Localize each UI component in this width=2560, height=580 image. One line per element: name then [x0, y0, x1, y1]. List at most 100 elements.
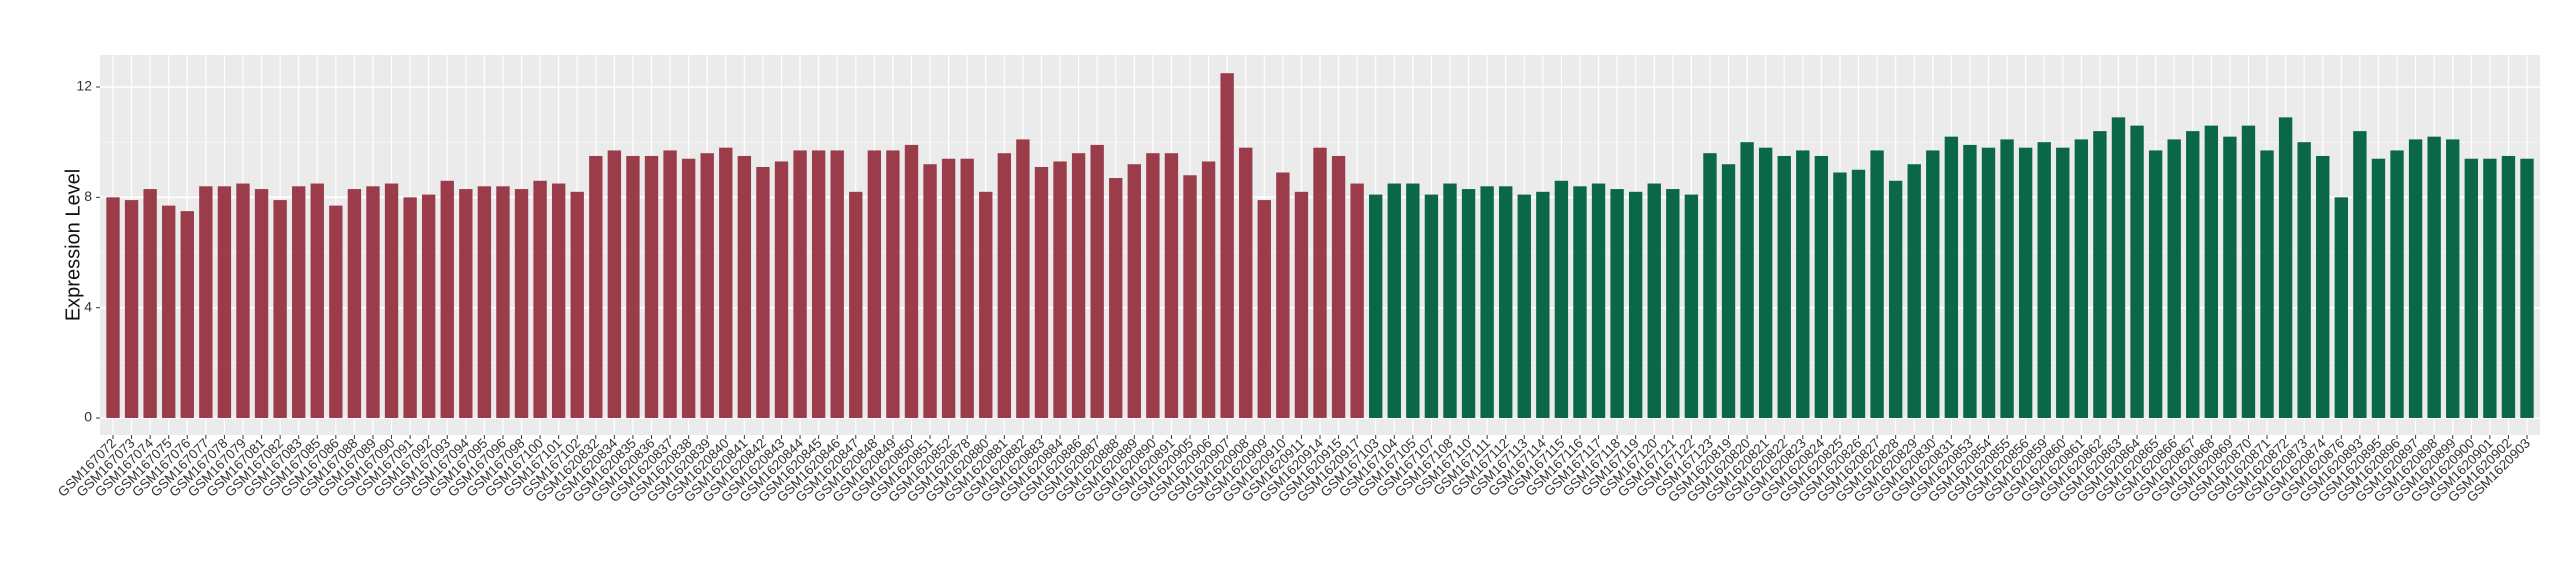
bar-GSM1620889[interactable] [1127, 164, 1141, 418]
bar-GSM167091[interactable] [403, 197, 417, 418]
bar-GSM1620881[interactable] [997, 153, 1012, 418]
bar-GSM1620884[interactable] [1053, 161, 1067, 418]
bar-GSM167081[interactable] [254, 189, 269, 418]
bar-GSM1620871[interactable] [2260, 150, 2274, 418]
bar-GSM167117[interactable] [1591, 183, 1606, 418]
bar-GSM167119[interactable] [1628, 191, 1643, 418]
bar-GSM167085[interactable] [310, 183, 324, 418]
bar-GSM1620846[interactable] [830, 150, 844, 418]
bar-GSM1620896[interactable] [2390, 150, 2404, 418]
bar-GSM1620819[interactable] [1721, 164, 1736, 418]
bar-GSM1620865[interactable] [2148, 150, 2163, 418]
bar-GSM1620861[interactable] [2074, 139, 2089, 418]
bar-GSM167104[interactable] [1387, 183, 1401, 418]
bar-GSM1620915[interactable] [1331, 155, 1346, 418]
bar-GSM1620907[interactable] [1220, 73, 1234, 419]
bar-GSM167112[interactable] [1499, 186, 1513, 418]
bar-GSM1620832[interactable] [589, 155, 603, 418]
bar-GSM1620887[interactable] [1090, 144, 1104, 418]
bar-GSM1620863[interactable] [2111, 117, 2126, 418]
bar-GSM167078[interactable] [217, 186, 232, 418]
bar-GSM167114[interactable] [1536, 191, 1550, 418]
bar-GSM1620906[interactable] [1201, 161, 1216, 418]
bar-GSM1620826[interactable] [1851, 169, 1866, 418]
bar-GSM1620872[interactable] [2278, 117, 2293, 418]
bar-GSM167083[interactable] [292, 186, 306, 418]
bar-GSM1620821[interactable] [1758, 147, 1773, 418]
bar-GSM1620880[interactable] [979, 191, 993, 418]
bar-GSM167122[interactable] [1684, 194, 1699, 418]
bar-GSM1620873[interactable] [2297, 142, 2311, 419]
bar-GSM1620900[interactable] [2464, 158, 2478, 418]
bar-GSM1620911[interactable] [1294, 191, 1309, 418]
bar-GSM1620868[interactable] [2204, 125, 2219, 419]
bar-GSM1620882[interactable] [1016, 139, 1030, 418]
bar-GSM1620848[interactable] [867, 150, 882, 418]
bar-GSM1620844[interactable] [793, 150, 807, 418]
bar-GSM167111[interactable] [1480, 186, 1494, 418]
bar-GSM167096[interactable] [496, 186, 510, 418]
bar-GSM1620828[interactable] [1888, 180, 1903, 418]
bar-GSM1620908[interactable] [1239, 147, 1253, 418]
bar-GSM1620838[interactable] [681, 158, 696, 418]
bar-GSM167093[interactable] [440, 180, 454, 418]
bar-GSM167120[interactable] [1647, 183, 1661, 418]
bar-GSM167089[interactable] [366, 186, 380, 418]
bar-GSM167082[interactable] [273, 200, 287, 418]
bar-GSM1620914[interactable] [1313, 147, 1327, 418]
bar-GSM1620825[interactable] [1833, 172, 1847, 418]
bar-GSM1620837[interactable] [663, 150, 677, 418]
bar-GSM167113[interactable] [1517, 194, 1531, 418]
bar-GSM1620824[interactable] [1814, 155, 1829, 418]
bar-GSM1620898[interactable] [2427, 136, 2441, 418]
bar-GSM167075[interactable] [162, 205, 176, 418]
bar-GSM1620867[interactable] [2186, 131, 2200, 418]
bar-GSM1620903[interactable] [2520, 158, 2534, 418]
bar-GSM1620856[interactable] [2018, 147, 2033, 418]
bar-GSM167103[interactable] [1369, 194, 1383, 418]
bar-GSM167107[interactable] [1424, 194, 1439, 418]
bar-GSM167118[interactable] [1610, 189, 1624, 418]
bar-GSM1620854[interactable] [1981, 147, 1996, 418]
bar-GSM167095[interactable] [477, 186, 492, 418]
bar-GSM1620823[interactable] [1796, 150, 1810, 418]
bar-GSM1620849[interactable] [886, 150, 900, 418]
bar-GSM1620917[interactable] [1350, 183, 1364, 418]
bar-GSM1620869[interactable] [2223, 136, 2237, 418]
bar-GSM1620839[interactable] [700, 153, 714, 418]
bar-GSM1620883[interactable] [1034, 166, 1049, 418]
bar-GSM1620902[interactable] [2501, 155, 2516, 418]
bar-GSM1620859[interactable] [2037, 142, 2051, 419]
bar-GSM167110[interactable] [1461, 189, 1476, 418]
bar-GSM1620891[interactable] [1164, 153, 1179, 418]
bar-GSM1620862[interactable] [2093, 131, 2107, 418]
bar-GSM1620886[interactable] [1071, 153, 1086, 418]
bar-GSM1620822[interactable] [1777, 155, 1791, 418]
bar-GSM167088[interactable] [347, 189, 362, 418]
bar-GSM1620874[interactable] [2316, 155, 2330, 418]
bar-GSM1620901[interactable] [2483, 158, 2497, 418]
bar-GSM167094[interactable] [459, 189, 473, 418]
bar-GSM167115[interactable] [1554, 180, 1569, 418]
bar-GSM1620847[interactable] [849, 191, 863, 418]
bar-GSM1620855[interactable] [2000, 139, 2014, 418]
bar-GSM167123[interactable] [1703, 153, 1717, 418]
bar-GSM1620852[interactable] [941, 158, 956, 418]
bar-GSM167073[interactable] [124, 200, 139, 418]
bar-GSM1620831[interactable] [1944, 136, 1959, 418]
bar-GSM1620827[interactable] [1870, 150, 1884, 418]
bar-GSM167079[interactable] [236, 183, 250, 418]
bar-GSM1620895[interactable] [2371, 158, 2386, 418]
bar-GSM167105[interactable] [1406, 183, 1420, 418]
bar-GSM1620893[interactable] [2353, 131, 2367, 418]
bar-GSM167116[interactable] [1573, 186, 1587, 418]
bar-GSM167086[interactable] [329, 205, 343, 418]
bar-GSM167074[interactable] [143, 189, 157, 418]
bar-GSM1620850[interactable] [904, 144, 919, 418]
bar-GSM1620830[interactable] [1926, 150, 1940, 418]
bar-GSM1620843[interactable] [774, 161, 789, 418]
bar-GSM167098[interactable] [514, 189, 529, 418]
bar-GSM167090[interactable] [384, 183, 399, 418]
bar-GSM167102[interactable] [570, 191, 584, 418]
bar-GSM1620870[interactable] [2241, 125, 2256, 419]
